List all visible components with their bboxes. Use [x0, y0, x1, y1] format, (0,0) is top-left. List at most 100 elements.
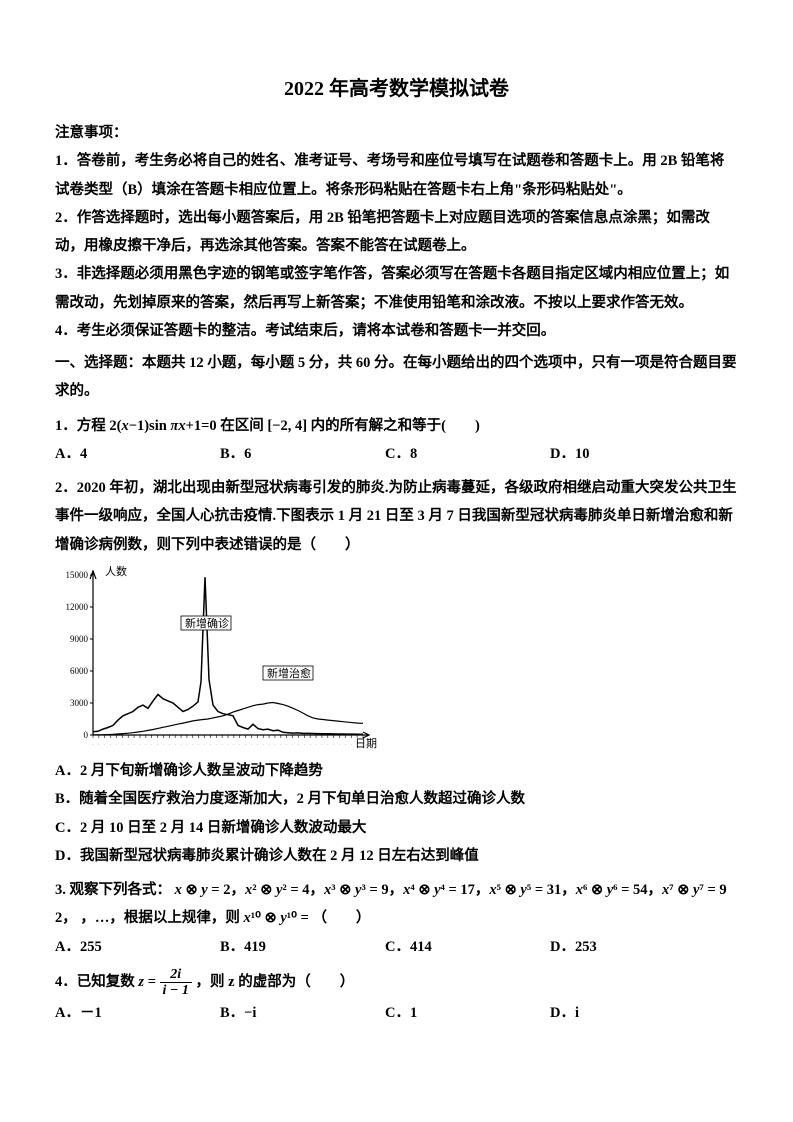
q1-opt-c: C．8 [385, 440, 550, 468]
notice-item-1: 1．答卷前，考生务必将自己的姓名、准考证号、考场号和座位号填写在试题卷和答题卡上… [55, 147, 738, 204]
q1-interval: [−2, 4] [267, 418, 307, 434]
svg-text:·: · [315, 742, 316, 747]
q2-opt-c: C．2 月 10 日至 2 月 14 日新增确诊人数波动最大 [55, 814, 738, 842]
svg-text:15000: 15000 [66, 570, 89, 580]
svg-text:·: · [122, 742, 123, 747]
question-4: 4．已知复数 z = 2i i − 1 ，则 z 的虚部为（ ） [55, 967, 738, 999]
question-1: 1．方程 2(x−1)sin πx+1=0 在区间 [−2, 4] 内的所有解之… [55, 412, 738, 440]
q1-opt-b: B．6 [220, 440, 385, 468]
svg-text:·: · [268, 742, 269, 747]
exam-page: 2022 年高考数学模拟试卷 注意事项： 1．答卷前，考生务必将自己的姓名、准考… [0, 0, 793, 1122]
svg-text:·: · [239, 742, 240, 747]
svg-text:·: · [98, 742, 99, 747]
svg-text:·: · [333, 742, 334, 747]
svg-text:·: · [257, 742, 258, 747]
svg-text:·: · [233, 742, 234, 747]
section-1-heading: 一、选择题：本题共 12 小题，每小题 5 分，共 60 分。在每小题给出的四个… [55, 349, 738, 406]
svg-text:·: · [362, 742, 363, 747]
svg-text:·: · [221, 742, 222, 747]
svg-text:·: · [92, 742, 93, 747]
svg-text:新增确诊: 新增确诊 [185, 616, 229, 630]
q4-opt-a: A．－1 [55, 999, 220, 1027]
q1-opt-d: D．10 [550, 440, 715, 468]
svg-text:·: · [251, 742, 252, 747]
q1-suffix: 内的所有解之和等于( ) [311, 418, 480, 434]
q3-suffix: （ ） [312, 910, 370, 926]
q2-opt-d: D．我国新型冠状病毒肺炎累计确诊人数在 2 月 12 日左右达到峰值 [55, 842, 738, 870]
svg-text:·: · [210, 742, 211, 747]
q1-options: A．4 B．6 C．8 D．10 [55, 440, 738, 468]
q4-prefix: 4．已知复数 [55, 974, 135, 990]
svg-text:·: · [128, 742, 129, 747]
svg-text:3000: 3000 [70, 698, 89, 708]
svg-text:·: · [151, 742, 152, 747]
svg-text:·: · [351, 742, 352, 747]
svg-text:·: · [245, 742, 246, 747]
svg-text:0: 0 [84, 730, 89, 740]
svg-text:人数: 人数 [105, 565, 127, 578]
svg-text:12000: 12000 [66, 602, 89, 612]
q3-opt-d: D．253 [550, 933, 715, 961]
svg-text:·: · [104, 742, 105, 747]
q4-frac-den: i − 1 [160, 983, 192, 998]
q3-target: x¹⁰ ⊗ y¹⁰ = [244, 910, 309, 926]
svg-text:·: · [204, 742, 205, 747]
svg-text:·: · [110, 742, 111, 747]
q2-opt-a: A．2 月下旬新增确诊人数呈波动下降趋势 [55, 757, 738, 785]
svg-text:新增治愈: 新增治愈 [267, 666, 311, 680]
q1-prefix: 1．方程 [55, 418, 106, 434]
svg-text:·: · [169, 742, 170, 747]
svg-text:·: · [339, 742, 340, 747]
q4-opt-b: B．−i [220, 999, 385, 1027]
notice-item-4: 4．考生必须保证答题卡的整洁。考试结束后，请将本试卷和答题卡一并交回。 [55, 317, 738, 345]
q4-options: A．－1 B．−i C．1 D．i [55, 999, 738, 1027]
svg-text:·: · [286, 742, 287, 747]
svg-text:·: · [356, 742, 357, 747]
q3-opt-b: B．419 [220, 933, 385, 961]
svg-text:·: · [163, 742, 164, 747]
svg-text:·: · [280, 742, 281, 747]
q4-z-left: z = [138, 974, 156, 990]
svg-text:·: · [345, 742, 346, 747]
notice-heading: 注意事项： [55, 119, 738, 147]
svg-text:·: · [274, 742, 275, 747]
svg-text:日期: 日期 [355, 737, 377, 750]
page-title: 2022 年高考数学模拟试卷 [55, 70, 738, 109]
svg-text:·: · [133, 742, 134, 747]
covid-chart: 03000600090001200015000人数日期·············… [55, 565, 385, 755]
svg-text:9000: 9000 [70, 634, 89, 644]
notice-item-3: 3．非选择题必须用黑色字迹的钢笔或签字笔作答，答案必须写在答题卡各题目指定区域内… [55, 260, 738, 317]
q4-suffix: ，则 z 的虚部为（ ） [196, 974, 355, 990]
svg-text:·: · [327, 742, 328, 747]
q4-opt-d: D．i [550, 999, 715, 1027]
question-3: 3. 观察下列各式： x ⊗ y = 2，x² ⊗ y² = 4，x³ ⊗ y³… [55, 876, 738, 933]
svg-text:·: · [139, 742, 140, 747]
q4-opt-c: C．1 [385, 999, 550, 1027]
q1-opt-a: A．4 [55, 440, 220, 468]
q3-opt-a: A．255 [55, 933, 220, 961]
q4-fraction: 2i i − 1 [160, 967, 192, 999]
svg-text:·: · [198, 742, 199, 747]
covid-chart-svg: 03000600090001200015000人数日期·············… [55, 565, 385, 755]
q1-mid: 在区间 [220, 418, 264, 434]
svg-text:·: · [192, 742, 193, 747]
svg-text:·: · [292, 742, 293, 747]
notice-item-2: 2．作答选择题时，选出每小题答案后，用 2B 铅笔把答题卡上对应题目选项的答案信… [55, 204, 738, 261]
svg-text:6000: 6000 [70, 666, 89, 676]
q4-frac-num: 2i [160, 967, 192, 983]
svg-text:·: · [157, 742, 158, 747]
svg-text:·: · [186, 742, 187, 747]
svg-text:·: · [174, 742, 175, 747]
q2-opt-b: B．随着全国医疗救治力度逐渐加大，2 月下旬单日治愈人数超过确诊人数 [55, 785, 738, 813]
svg-text:·: · [116, 742, 117, 747]
svg-text:·: · [321, 742, 322, 747]
svg-text:·: · [298, 742, 299, 747]
svg-text:·: · [309, 742, 310, 747]
svg-text:·: · [216, 742, 217, 747]
question-2-text: 2．2020 年初，湖北出现由新型冠状病毒引发的肺炎.为防止病毒蔓延，各级政府相… [55, 474, 738, 559]
svg-text:·: · [304, 742, 305, 747]
q1-formula: 2(x−1)sin πx+1=0 [109, 418, 216, 434]
svg-text:·: · [145, 742, 146, 747]
q4-z-eq: z = 2i i − 1 [138, 974, 195, 990]
q3-prefix: 3. 观察下列各式： [55, 882, 171, 898]
